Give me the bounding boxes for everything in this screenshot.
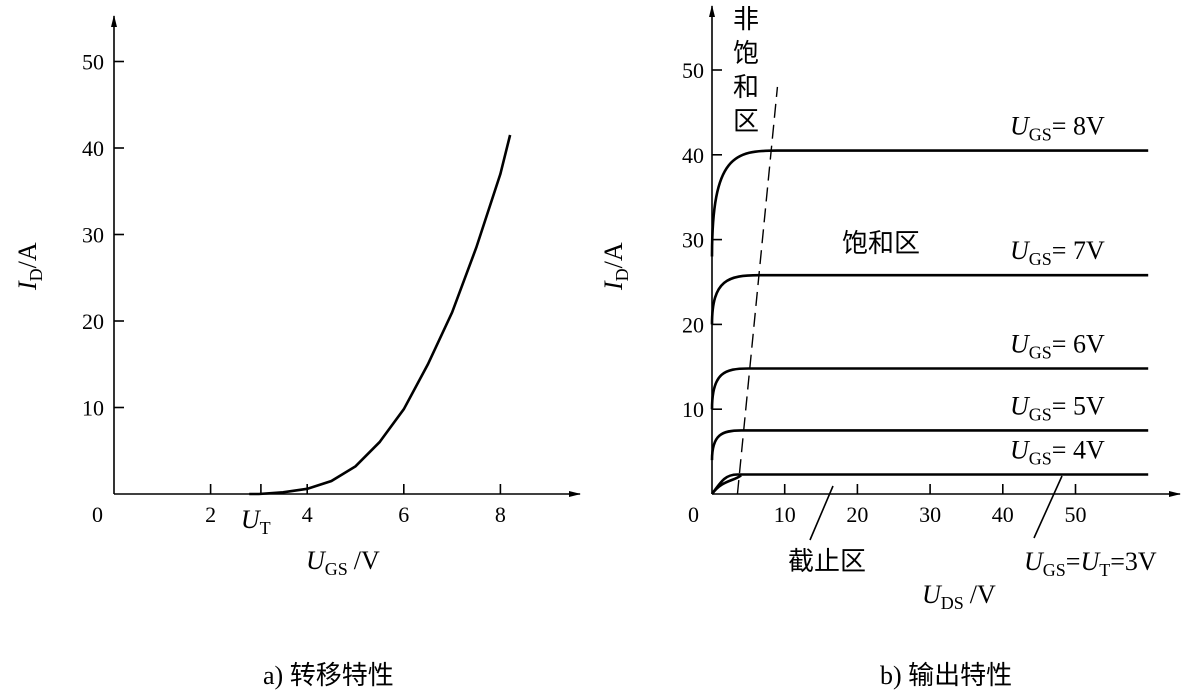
right-x-tick-label: 40 [992,502,1014,527]
output-curve-label: UGS= 7V [1010,236,1105,269]
output-curve-label: UGS= 8V [1010,112,1105,145]
right-caption: b) 输出特性 [880,661,1012,690]
left-caption: a) 转移特性 [263,661,394,690]
left-y-tick-label: 50 [82,50,104,75]
output-curve-label: UGS= 4V [1010,435,1105,468]
output-curve-label: UGS= 6V [1010,329,1105,362]
svg-text:和: 和 [733,73,759,102]
right-x-tick-label: 20 [846,502,868,527]
left-y-axis-label: ID/A [13,242,46,291]
saturation-region-label: 饱和区 [842,229,920,258]
left-y-tick-label: 20 [82,309,104,334]
left-y-tick-label: 40 [82,136,104,161]
nonsaturation-region-label: 非 饱 和 区 [733,5,759,136]
output-characteristic-chart: 10 20 30 40 50 10 20 30 40 50 0 UGS= 8V UGS= 7V UG… [599,5,1181,690]
right-y-tick-label: 50 [682,58,704,83]
right-y-tick-label: 40 [682,143,704,168]
left-threshold-label: UT [241,505,271,538]
right-origin-label: 0 [688,502,699,527]
output-curve [710,273,1149,325]
output-curve-label: UGS= 5V [1010,391,1105,424]
left-origin-label: 0 [92,502,103,527]
threshold-leader-line [1033,475,1063,539]
right-y-tick-label: 30 [682,228,704,253]
output-curve [710,367,1149,410]
left-x-tick-label: 6 [398,502,409,527]
cutoff-leader-line [809,485,834,541]
cutoff-region-label: 截止区 [788,547,866,576]
right-x-axis-label: UDS/V [922,580,996,613]
left-x-tick-label: 4 [302,502,313,527]
left-y-tick-label: 10 [82,396,104,421]
svg-text:区: 区 [733,107,759,136]
left-y-tick-label: 30 [82,223,104,248]
left-x-tick-label: 2 [205,502,216,527]
left-x-axis-label: UGS/V [306,546,380,579]
right-y-tick-label: 10 [682,397,704,422]
right-y-axis-label: ID/A [599,242,632,291]
right-x-tick-label: 30 [919,502,941,527]
transfer-curve [249,134,512,496]
svg-text:饱: 饱 [733,39,759,68]
threshold-curve-label: UGS=UT=3V [1024,547,1157,580]
right-x-tick-label: 10 [774,502,796,527]
right-x-tick-label: 50 [1065,502,1087,527]
svg-text:非: 非 [733,5,759,34]
right-y-tick-label: 20 [682,312,704,337]
left-x-tick-label: 8 [495,502,506,527]
output-curve [710,429,1149,461]
threshold-curve [710,474,742,495]
transfer-characteristic-chart: 10 20 30 40 50 2 4 6 8 0 UT ID/A UGS/V a) 转移特性 [13,15,581,690]
nonsaturation-boundary-dashed-line [736,86,779,495]
